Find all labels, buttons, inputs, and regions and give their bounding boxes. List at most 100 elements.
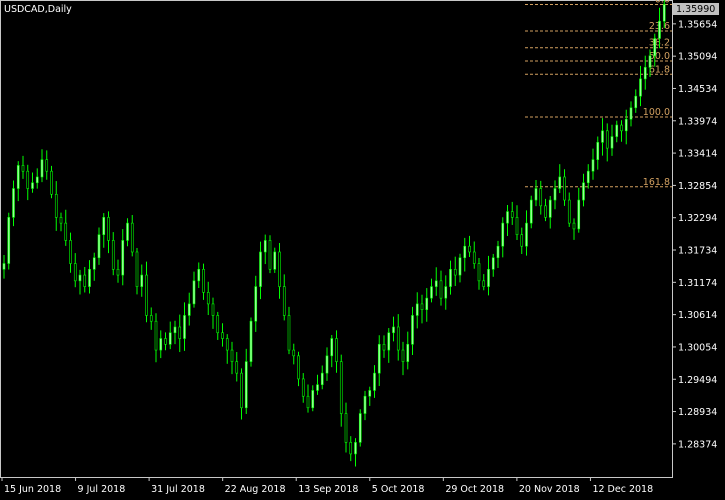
candle-body (406, 343, 410, 362)
x-tick-label: 31 Jul 2018 (151, 484, 205, 495)
x-tick-label: 9 Jul 2018 (78, 484, 126, 495)
candle-body (168, 332, 172, 345)
candle-body (183, 315, 186, 339)
candle-body (116, 268, 120, 276)
candle-body (534, 188, 538, 201)
candle-body (430, 286, 433, 299)
current-price-box (673, 3, 719, 15)
candle-body (73, 263, 77, 282)
x-tick-label: 13 Sep 2018 (298, 484, 358, 495)
candle-body (164, 338, 167, 345)
candle-body (510, 211, 514, 218)
candle-body (572, 222, 576, 230)
fibo-level-label: 61.8 (649, 64, 670, 75)
candle-body (472, 251, 476, 264)
candle-body (392, 326, 395, 334)
candle-body (121, 240, 125, 276)
candle-body (297, 355, 300, 380)
y-tick-label: 1.35094 (678, 52, 717, 63)
candle-body (187, 303, 191, 316)
candle-body (449, 268, 452, 287)
time-axis: 15 Jun 2018 9 Jul 2018 31 Jul 2018 22 Aug 2… (1, 477, 653, 495)
candle-body (230, 349, 234, 362)
candle-body (382, 343, 386, 351)
plot-frame (0, 0, 673, 478)
candle-body (244, 361, 248, 409)
candle-body (610, 136, 614, 149)
x-tick-label: 15 Jun 2018 (4, 484, 61, 495)
candle-body (216, 315, 220, 334)
fibo-level-label: 161.8 (643, 177, 670, 188)
y-tick-label: 1.31734 (678, 246, 717, 257)
candle-body (615, 124, 619, 137)
candle-body (278, 251, 281, 287)
candle-body (154, 320, 158, 351)
candle-body (50, 170, 53, 195)
candle-body (273, 251, 277, 270)
candle-body (54, 193, 58, 218)
candle-body (311, 390, 315, 409)
candle-body (159, 338, 163, 351)
y-tick-label: 1.32294 (678, 213, 717, 224)
candle-body (563, 176, 566, 201)
candle-body (377, 343, 381, 374)
candle-body (31, 182, 34, 189)
candle-body (368, 390, 372, 397)
candle-body (349, 442, 353, 455)
candle-body (83, 274, 87, 287)
candle-body (434, 280, 438, 287)
y-tick-label: 1.28374 (678, 439, 717, 450)
candle-body (491, 257, 495, 270)
candle-body (254, 286, 258, 322)
y-tick-label: 1.32854 (678, 181, 717, 192)
candle-body (16, 165, 20, 189)
candle-body (482, 280, 486, 287)
candle-body (373, 372, 376, 391)
candle-body (26, 170, 30, 189)
candle-body (192, 280, 196, 305)
candle-body (544, 205, 547, 218)
candle-body (501, 222, 505, 247)
candle-body (439, 280, 443, 299)
candle-body (453, 268, 457, 276)
fibo-level-label: 100.0 (643, 107, 670, 118)
candle-body (582, 182, 585, 201)
candle-body (596, 142, 600, 160)
candle-body (339, 361, 343, 414)
candle-body (515, 217, 519, 235)
candle-body (634, 95, 638, 109)
candle-body (21, 165, 25, 172)
candle-body (648, 55, 652, 68)
candle-body (78, 274, 82, 282)
candle-body (468, 245, 471, 253)
candle-body (88, 268, 91, 287)
candle-body (301, 378, 305, 397)
candle-body (263, 240, 267, 253)
symbol-title: USDCAD,Daily (4, 4, 72, 15)
candle-body (149, 315, 153, 322)
candle-body (658, 20, 661, 39)
candle-body (487, 268, 490, 287)
candle-body (145, 274, 148, 316)
candle-body (444, 286, 448, 299)
candle-body (358, 413, 362, 443)
candle-body (558, 176, 562, 189)
candle-body (330, 338, 334, 357)
candle-body (45, 159, 49, 172)
y-tick-label: 1.30614 (678, 310, 717, 321)
candle-body (396, 326, 400, 351)
current-price-tag: 1.35990 (673, 3, 719, 15)
candle-body (102, 217, 106, 235)
candle-body (320, 372, 324, 385)
candle-body (477, 263, 481, 282)
candle-body (354, 442, 357, 455)
candle-body (92, 257, 96, 270)
candle-body (506, 211, 509, 224)
fibo-level-label: 0.0 (655, 0, 670, 5)
candle-body (411, 315, 414, 345)
y-tick-label: 1.33414 (678, 149, 717, 160)
y-tick-label: 1.34534 (678, 84, 717, 95)
candle-body (643, 67, 647, 80)
candle-body (292, 349, 296, 357)
